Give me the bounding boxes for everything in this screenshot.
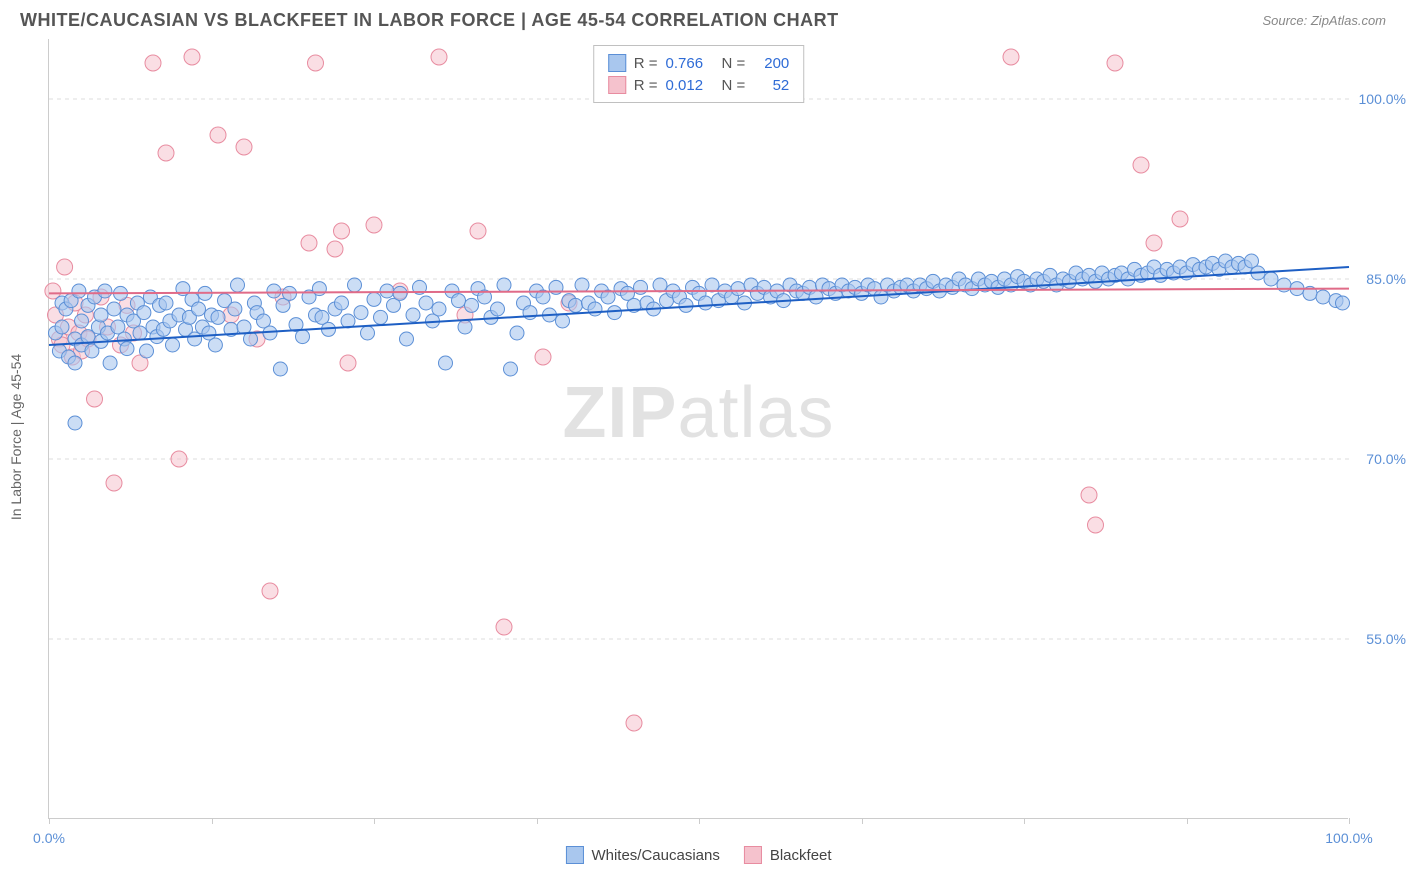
x-tick-label: 0.0%: [33, 830, 65, 846]
swatch-series-0: [608, 54, 626, 72]
y-tick-label: 100.0%: [1359, 91, 1406, 107]
stats-legend-box: R = 0.766 N = 200 R = 0.012 N = 52: [593, 45, 805, 103]
n-value-0: 200: [753, 55, 789, 72]
y-tick-label: 55.0%: [1366, 631, 1406, 647]
y-tick-label: 70.0%: [1366, 451, 1406, 467]
legend-swatch-1: [744, 846, 762, 864]
chart-title: WHITE/CAUCASIAN VS BLACKFEET IN LABOR FO…: [20, 10, 839, 31]
plot-area: ZIPatlas 55.0%70.0%85.0%100.0% 0.0%100.0…: [48, 39, 1348, 819]
r-value-1: 0.012: [666, 77, 714, 94]
y-tick-label: 85.0%: [1366, 271, 1406, 287]
chart-header: WHITE/CAUCASIAN VS BLACKFEET IN LABOR FO…: [0, 0, 1406, 39]
scatter-svg: [49, 39, 1349, 819]
stats-row-series-0: R = 0.766 N = 200: [608, 52, 790, 74]
source-attribution: Source: ZipAtlas.com: [1262, 13, 1386, 28]
legend-item-1: Blackfeet: [744, 846, 832, 864]
stats-row-series-1: R = 0.012 N = 52: [608, 74, 790, 96]
y-axis-label: In Labor Force | Age 45-54: [8, 354, 24, 520]
legend-label-1: Blackfeet: [770, 847, 832, 864]
chart-container: In Labor Force | Age 45-54 ZIPatlas 55.0…: [48, 39, 1386, 819]
r-value-0: 0.766: [666, 55, 714, 72]
legend-swatch-0: [565, 846, 583, 864]
bottom-legend: Whites/Caucasians Blackfeet: [565, 846, 831, 864]
swatch-series-1: [608, 76, 626, 94]
n-value-1: 52: [753, 77, 789, 94]
legend-item-0: Whites/Caucasians: [565, 846, 719, 864]
x-tick-label: 100.0%: [1325, 830, 1372, 846]
legend-label-0: Whites/Caucasians: [591, 847, 719, 864]
